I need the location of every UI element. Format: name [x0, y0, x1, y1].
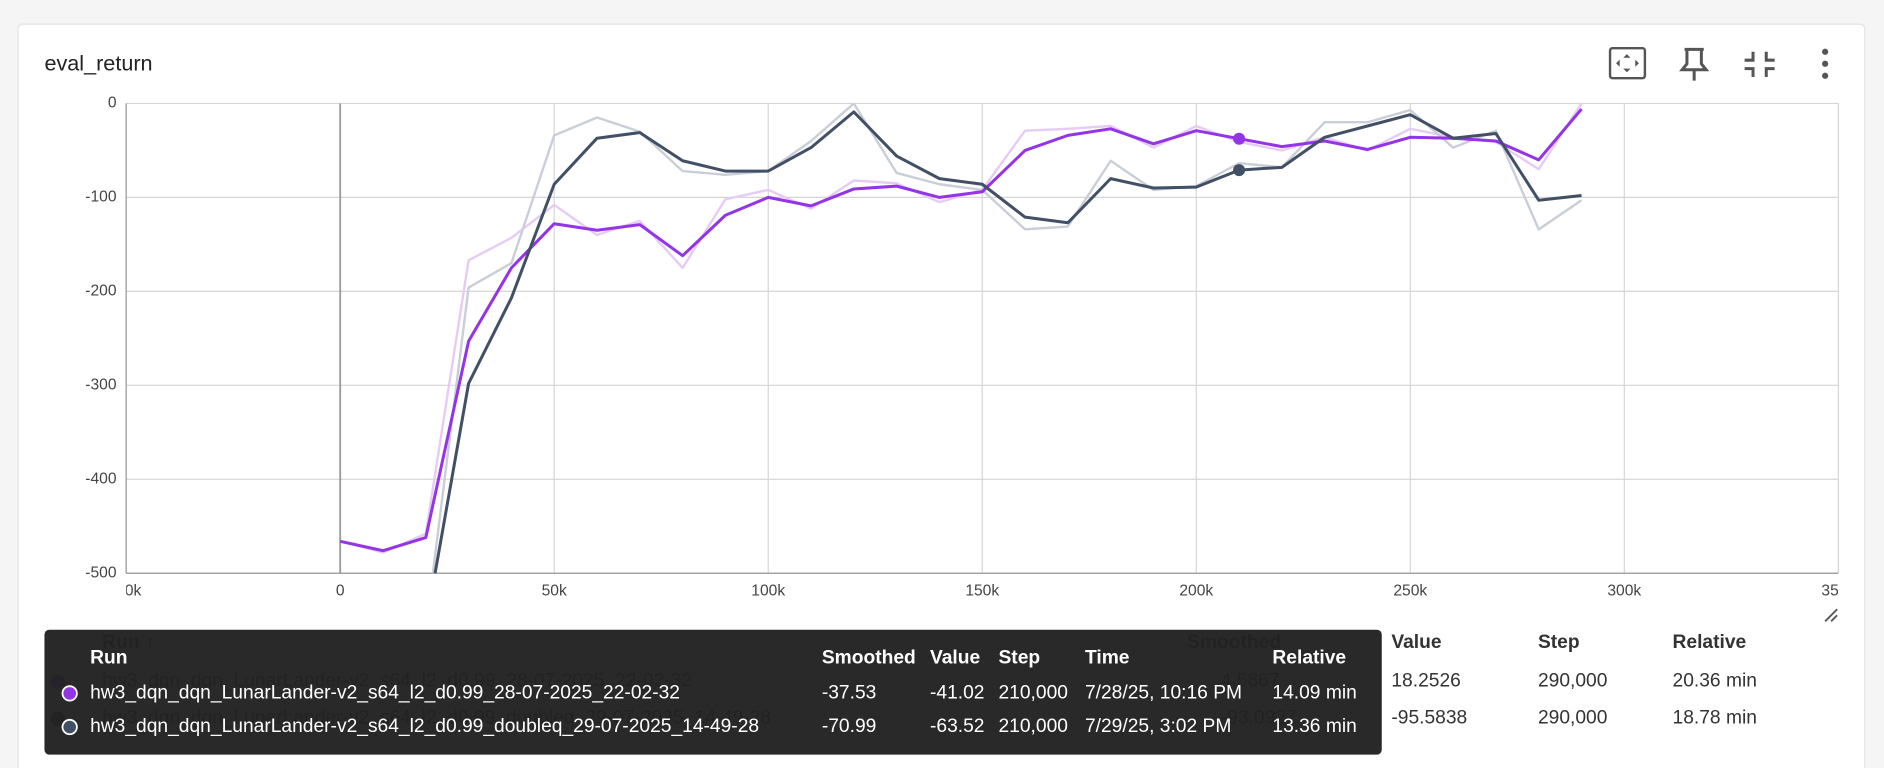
- x-tick-label: 300k: [1607, 582, 1641, 599]
- hover-dot: [1233, 132, 1246, 145]
- x-tick-label: 200k: [1179, 582, 1213, 599]
- table-header: Value: [1391, 632, 1442, 653]
- resize-handle[interactable]: [1824, 608, 1838, 622]
- tooltip-value: -41.02: [930, 682, 985, 703]
- table-cell: 18.2526: [1391, 670, 1460, 691]
- tooltip-header: Relative: [1272, 648, 1346, 669]
- x-tick-labels: -50k 0 50k 100k 150k 200k 250k 300k 350k: [111, 582, 1855, 599]
- tooltip-step: 210,000: [998, 682, 1067, 703]
- more-button[interactable]: [1822, 48, 1829, 79]
- tooltip-smoothed: -37.53: [822, 682, 877, 703]
- card: [17, 23, 1866, 768]
- y-tick-label: -200: [85, 282, 117, 299]
- y-tick-label: -400: [85, 470, 117, 487]
- y-tick-label: -300: [85, 376, 117, 393]
- table-cell: 290,000: [1538, 708, 1607, 729]
- tooltip-relative: 14.09 min: [1272, 682, 1356, 703]
- x-tick-label: 0: [336, 582, 345, 599]
- fit-button[interactable]: [1608, 46, 1647, 80]
- tooltip-smoothed: -70.99: [822, 716, 877, 737]
- tooltip-header: Step: [998, 648, 1040, 669]
- smoothed-line: [433, 110, 1582, 574]
- card-title: eval_return: [44, 51, 152, 76]
- x-tick-label: 150k: [965, 582, 999, 599]
- raw-line: [431, 103, 1583, 574]
- table-cell: 20.36 min: [1673, 670, 1757, 691]
- table-cell: 290,000: [1538, 670, 1607, 691]
- smoothed-line: [339, 108, 1583, 553]
- tooltip-run: hw3_dqn_dqn_LunarLander-v2_s64_l2_d0.99_…: [90, 682, 680, 703]
- x-tick-label: 100k: [751, 582, 785, 599]
- chart: -50k 0 50k 100k 150k 200k 250k 300k 350k -500 -400…: [85, 95, 1855, 599]
- tooltip-time: 7/28/25, 10:16 PM: [1085, 682, 1242, 703]
- tooltip-header: Run: [90, 648, 127, 669]
- run-color: [61, 718, 78, 736]
- x-tick-label: 50k: [542, 582, 567, 599]
- table-header: Step: [1538, 632, 1580, 653]
- x-tick-label: 250k: [1393, 582, 1427, 599]
- run-color: [61, 685, 78, 702]
- table-cell: 18.78 min: [1673, 708, 1757, 729]
- y-tick-label: -500: [85, 564, 117, 581]
- y-tick-label: -100: [85, 189, 117, 206]
- tooltip-relative: 13.36 min: [1272, 716, 1356, 737]
- pin-button[interactable]: [1679, 47, 1710, 81]
- tooltip-time: 7/29/25, 3:02 PM: [1085, 716, 1231, 737]
- collapse-button[interactable]: [1744, 51, 1775, 78]
- tooltip-header: Value: [930, 648, 981, 669]
- table-header: Relative: [1673, 632, 1747, 653]
- tooltip-run: hw3_dqn_dqn_LunarLander-v2_s64_l2_d0.99_…: [90, 716, 759, 737]
- tooltip-box: [44, 629, 1382, 755]
- plot-area: [339, 103, 1583, 574]
- tooltip: Run Smoothed Value Step Time Relative hw3_dqn_…: [44, 629, 1382, 755]
- tooltip-header: Time: [1085, 648, 1130, 669]
- tooltip-value: -63.52: [930, 716, 985, 737]
- tooltip-header: Smoothed: [822, 648, 916, 669]
- table-cell: -95.5838: [1391, 708, 1467, 729]
- hover-dot: [1233, 164, 1246, 177]
- x-tick-label: -50k: [111, 582, 142, 599]
- tooltip-step: 210,000: [998, 716, 1067, 737]
- y-tick-label: 0: [108, 95, 117, 112]
- x-tick-label: 350k: [1821, 582, 1855, 599]
